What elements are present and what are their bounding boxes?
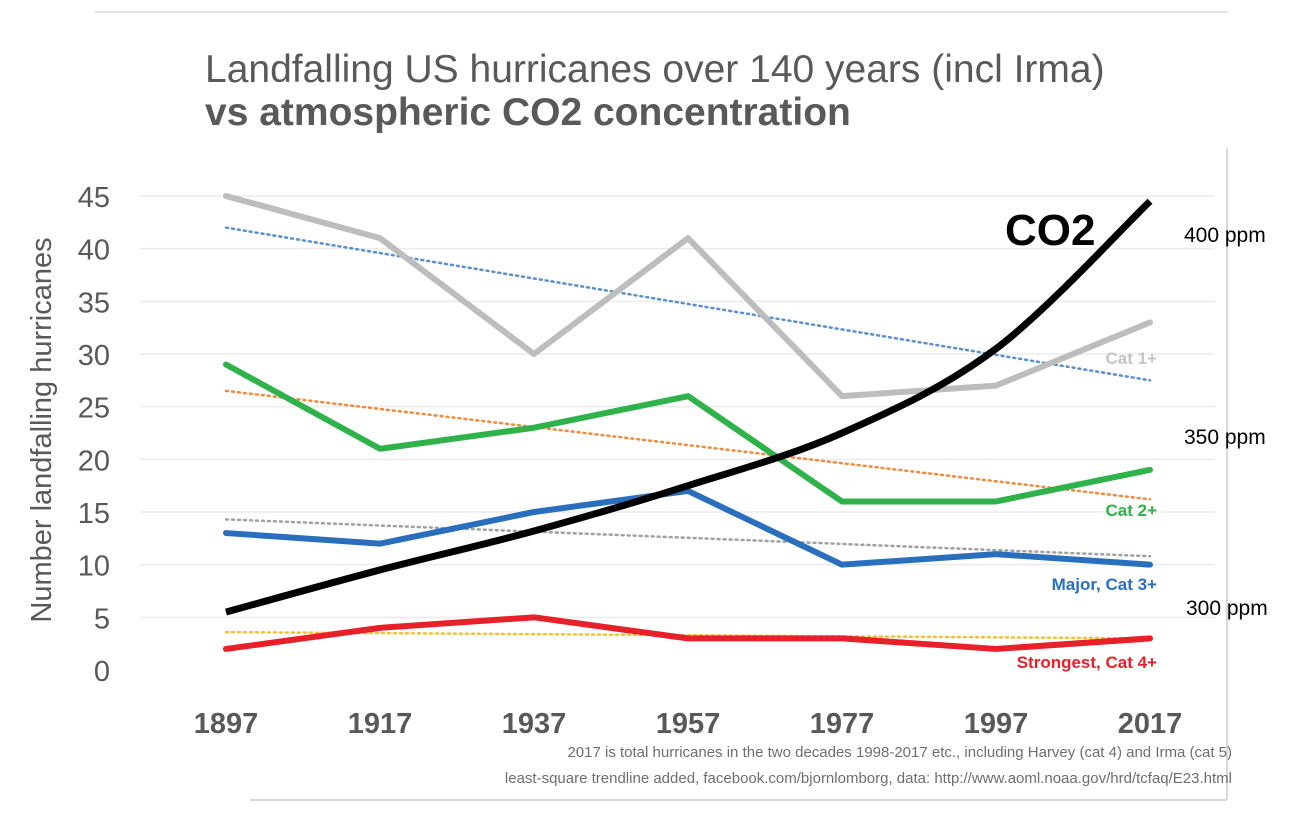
y-tick-10: 10 xyxy=(78,551,110,583)
y-tick-25: 25 xyxy=(78,393,110,425)
trendline-3 xyxy=(224,630,1152,640)
co2-axis-label-400: 400 ppm xyxy=(1184,224,1266,247)
y-axis-label: Number landfalling hurricanes xyxy=(26,237,58,622)
legend-strongest-cat4: Strongest, Cat 4+ xyxy=(1017,653,1157,672)
y-tick-0: 0 xyxy=(94,656,110,688)
x-tick-labels: 1897 1917 1937 1957 1977 1997 2017 xyxy=(194,708,1183,740)
chart-title-line1: Landfalling US hurricanes over 140 years… xyxy=(205,48,1105,91)
legend-cat1: Cat 1+ xyxy=(1106,349,1158,368)
x-tick-1917: 1917 xyxy=(348,708,413,740)
trendline-2 xyxy=(224,518,1152,558)
footnote-line2: least-square trendline added, facebook.c… xyxy=(505,770,1232,787)
series-line-0 xyxy=(223,193,1153,400)
x-tick-1957: 1957 xyxy=(656,708,721,740)
y-tick-35: 35 xyxy=(78,287,110,319)
series-line-3 xyxy=(223,614,1153,652)
x-tick-1937: 1937 xyxy=(502,708,567,740)
trendline-1 xyxy=(224,389,1152,501)
x-tick-1997: 1997 xyxy=(964,708,1029,740)
trendlines xyxy=(224,226,1152,640)
y-tick-30: 30 xyxy=(78,340,110,372)
co2-axis-label-300: 300 ppm xyxy=(1186,597,1268,620)
trendline-0 xyxy=(224,226,1152,382)
y-tick-45: 45 xyxy=(78,182,110,214)
y-tick-labels: 0 5 10 15 20 25 30 35 40 45 xyxy=(78,182,110,688)
co2-curve xyxy=(225,198,1153,616)
y-tick-5: 5 xyxy=(94,603,110,635)
legend-major-cat3: Major, Cat 3+ xyxy=(1052,575,1157,594)
legend-cat2: Cat 2+ xyxy=(1106,501,1158,520)
y-tick-20: 20 xyxy=(78,445,110,477)
series-lines xyxy=(223,193,1153,652)
footnote-line1: 2017 is total hurricanes in the two deca… xyxy=(567,744,1232,761)
x-tick-2017: 2017 xyxy=(1118,708,1183,740)
x-tick-1897: 1897 xyxy=(194,708,259,740)
co2-axis-label-350: 350 ppm xyxy=(1184,426,1266,449)
gridlines xyxy=(140,195,1215,619)
co2-line xyxy=(225,198,1153,616)
series-line-2 xyxy=(223,487,1153,568)
y-tick-40: 40 xyxy=(78,235,110,267)
series-line-1 xyxy=(223,361,1153,505)
x-tick-1977: 1977 xyxy=(810,708,875,740)
y-tick-15: 15 xyxy=(78,498,110,530)
chart-title-line2: vs atmospheric CO2 concentration xyxy=(205,91,851,134)
co2-label: CO2 xyxy=(1005,206,1095,255)
